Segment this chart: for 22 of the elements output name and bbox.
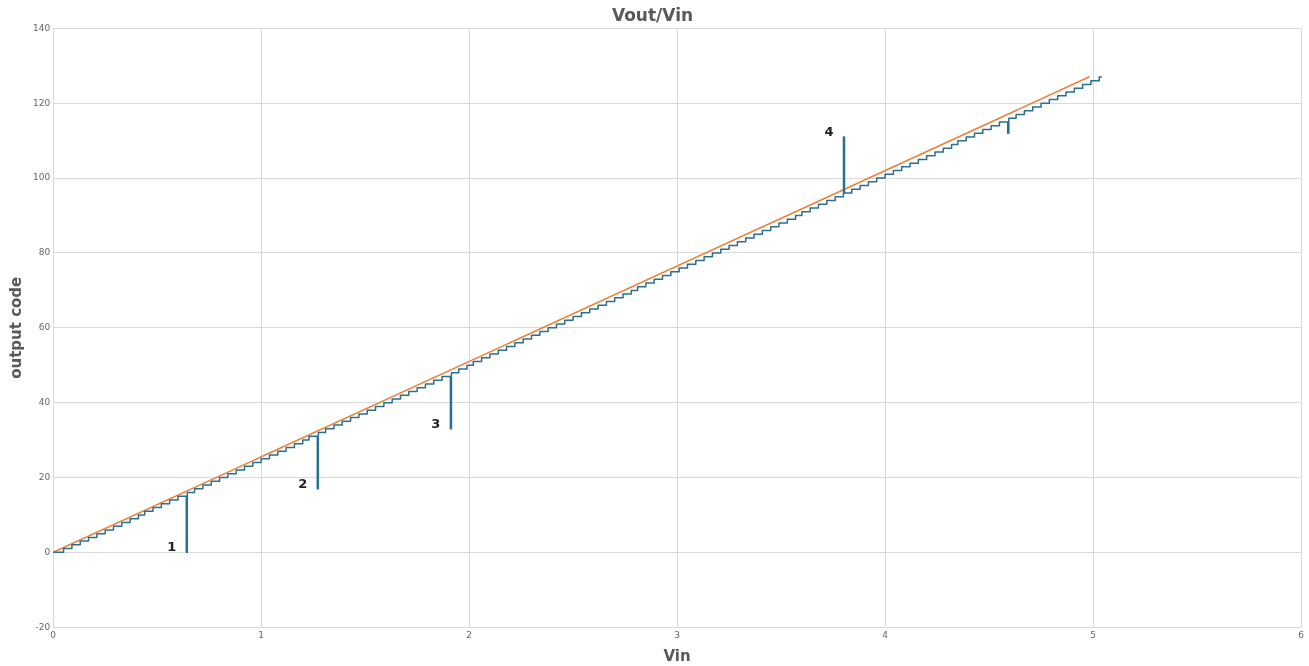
annotation: 1: [167, 539, 177, 555]
annotation: 2: [298, 475, 308, 491]
annotation: 3: [431, 415, 441, 431]
y-tick-label: 80: [38, 247, 51, 258]
y-tick-label: 0: [44, 546, 51, 557]
y-tick-label: 40: [38, 396, 51, 407]
x-tick-label: 4: [882, 629, 889, 640]
y-tick-label: 60: [38, 322, 51, 333]
y-tick-label: 20: [38, 471, 51, 482]
y-tick-label: -20: [35, 621, 51, 632]
x-tick-label: 2: [466, 629, 472, 640]
x-axis-title: Vin: [663, 646, 691, 665]
y-tick-label: 120: [32, 97, 51, 108]
x-tick-label: 5: [1090, 629, 1096, 640]
chart-title: Vout/Vin: [611, 4, 694, 25]
y-tick-label: 100: [32, 172, 51, 183]
x-tick-label: 1: [258, 629, 265, 640]
x-tick-label: 6: [1298, 629, 1305, 640]
y-axis-title: output code: [6, 276, 25, 379]
y-tick-label: 140: [32, 22, 51, 33]
x-tick-label: 3: [674, 629, 680, 640]
annotation: 4: [824, 123, 834, 139]
